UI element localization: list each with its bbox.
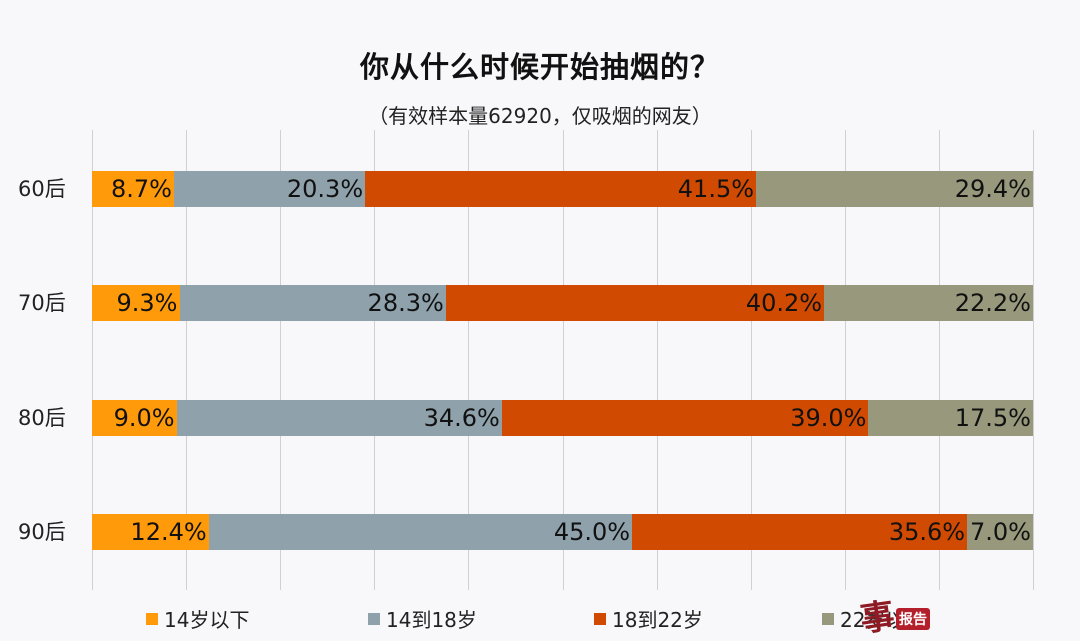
row-label-80: 80后 — [18, 406, 66, 430]
legend-item-under14: 14岁以下 — [146, 604, 249, 633]
legend-swatch — [368, 612, 380, 625]
data-label: 8.7% — [110, 175, 172, 203]
legend-swatch — [594, 612, 606, 625]
data-label: 9.0% — [113, 404, 175, 432]
data-label: 41.5% — [677, 175, 755, 203]
segment-14to18: 45.0% — [208, 514, 633, 550]
watermark-logo: 事 报告 — [852, 590, 952, 640]
segment-18to22: 41.5% — [365, 171, 757, 207]
legend-item-18to22: 18到22岁 — [594, 604, 703, 633]
segment-over22: 29.4% — [756, 171, 1033, 207]
legend-swatch — [822, 612, 834, 625]
data-label: 35.6% — [888, 518, 966, 546]
segment-14to18: 28.3% — [179, 285, 446, 321]
data-label: 17.5% — [954, 404, 1031, 432]
grid-line — [280, 130, 282, 590]
grid-line — [750, 130, 752, 590]
segment-14to18: 34.6% — [176, 400, 502, 436]
data-label: 28.3% — [367, 289, 444, 317]
bar-row: 9.3% 28.3% 40.2% 22.2% — [92, 285, 1033, 321]
watermark-glyph: 事 — [857, 595, 898, 641]
segment-under14: 12.4% — [92, 514, 209, 550]
data-label: 9.3% — [116, 289, 178, 317]
data-label: 20.3% — [286, 175, 364, 203]
grid-line — [1033, 130, 1034, 590]
bar-row: 8.7% 20.3% 41.5% 29.4% — [92, 171, 1033, 207]
segment-18to22: 40.2% — [445, 285, 825, 321]
segment-18to22: 39.0% — [501, 400, 869, 436]
segment-over22: 17.5% — [868, 400, 1033, 436]
row-label-60: 60后 — [18, 177, 66, 201]
data-label: 12.4% — [130, 518, 207, 546]
data-label: 45.0% — [553, 518, 631, 546]
segment-14to18: 20.3% — [173, 171, 366, 207]
bar-row: 12.4% 45.0% 35.6% 7.0% — [92, 514, 1033, 550]
legend-label: 14岁以下 — [164, 608, 250, 632]
grid-line — [656, 130, 658, 590]
chart-title: 你从什么时候开始抽烟的？ — [359, 50, 720, 84]
data-label: 39.0% — [790, 404, 867, 432]
grid-line — [562, 130, 564, 590]
legend-swatch — [146, 612, 158, 625]
chart-subtitle: （有效样本量62920，仅吸烟的网友） — [368, 104, 712, 128]
bar-row: 9.0% 34.6% 39.0% 17.5% — [92, 400, 1033, 436]
grid-line — [468, 130, 470, 590]
legend-label: 18到22岁 — [612, 608, 703, 632]
grid-line — [92, 130, 93, 590]
segment-under14: 9.0% — [92, 400, 177, 436]
legend: 14岁以下 14到18岁 18到22岁 22岁以上 — [0, 604, 1080, 632]
row-label-90: 90后 — [18, 520, 66, 544]
segment-18to22: 35.6% — [632, 514, 968, 550]
data-label: 22.2% — [954, 289, 1031, 317]
grid-line — [374, 130, 376, 590]
data-label: 7.0% — [969, 518, 1031, 546]
watermark-stamp: 报告 — [896, 608, 930, 630]
segment-over22: 22.2% — [824, 285, 1033, 321]
segment-under14: 8.7% — [92, 171, 174, 207]
data-label: 40.2% — [745, 289, 823, 317]
grid-line — [938, 130, 940, 590]
legend-item-14to18: 14到18岁 — [368, 604, 477, 633]
grid-line — [844, 130, 846, 590]
segment-over22: 7.0% — [967, 514, 1033, 550]
data-label: 29.4% — [954, 175, 1031, 203]
legend-label: 14到18岁 — [386, 608, 477, 632]
segment-under14: 9.3% — [92, 285, 180, 321]
grid-line — [186, 130, 188, 590]
plot-area — [92, 130, 1034, 590]
row-label-70: 70后 — [18, 291, 66, 315]
data-label: 34.6% — [423, 404, 500, 432]
